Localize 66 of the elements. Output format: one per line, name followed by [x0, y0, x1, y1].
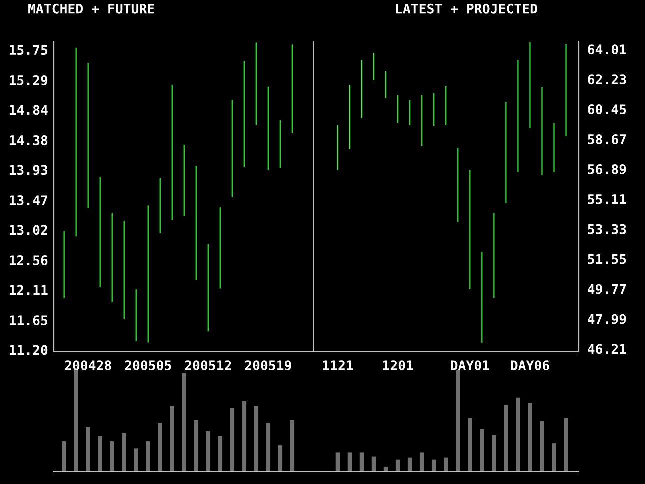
bar — [218, 436, 223, 472]
y-tick-label: 12.56 — [10, 256, 48, 266]
bar — [492, 435, 496, 472]
y-tick-label: 12.11 — [10, 285, 48, 296]
y-tick-label: 13.02 — [10, 225, 48, 236]
chart-title: LATEST + PROJECTED — [396, 4, 538, 14]
y2-tick-label: 47.99 — [588, 314, 626, 324]
x-tick-label: 200505 — [125, 360, 172, 371]
y2-tick-label: 55.11 — [588, 194, 626, 204]
bar — [468, 418, 472, 472]
y2-tick-label: 64.01 — [588, 44, 626, 55]
bar — [266, 423, 271, 472]
bar — [552, 444, 556, 472]
bar — [336, 452, 340, 472]
bar — [360, 452, 364, 472]
bar — [194, 420, 199, 472]
bar — [206, 431, 211, 472]
bar — [456, 370, 460, 472]
bar — [396, 460, 400, 472]
bar — [444, 458, 448, 472]
y2-tick-label: 46.21 — [588, 344, 626, 354]
bar — [182, 374, 187, 472]
y-tick-label: 15.75 — [10, 45, 48, 56]
y2-tick-label: 56.89 — [588, 164, 626, 174]
bar — [564, 418, 568, 472]
chart-title: MATCHED + FUTURE — [28, 4, 154, 14]
y-tick-label: 14.84 — [10, 105, 48, 116]
y2-tick-label: 60.45 — [588, 104, 626, 115]
y2-tick-label: 49.77 — [588, 284, 626, 294]
bar — [230, 408, 235, 472]
y-tick-label: 13.93 — [10, 165, 48, 176]
y2-tick-label: 53.33 — [588, 224, 626, 234]
bar — [516, 398, 520, 472]
bar — [254, 406, 259, 472]
bar — [86, 427, 90, 472]
bar — [62, 442, 66, 472]
bar — [146, 442, 151, 472]
y-tick-label: 15.29 — [10, 75, 48, 86]
x-tick-label: DAY01 — [451, 360, 490, 371]
bar — [278, 446, 283, 472]
bar — [158, 423, 163, 472]
bar — [504, 405, 508, 472]
y-tick-label: 11.20 — [10, 345, 48, 356]
y2-tick-label: 58.67 — [588, 134, 626, 144]
y-tick-label: 13.47 — [10, 196, 48, 206]
bar — [540, 421, 544, 472]
bar — [122, 433, 126, 472]
bar — [480, 429, 484, 472]
bar — [528, 402, 532, 472]
y-tick-label: 11.65 — [10, 316, 48, 326]
bar — [290, 420, 295, 472]
bar — [134, 448, 139, 472]
bar — [408, 458, 412, 472]
bar — [348, 452, 352, 472]
bar — [98, 436, 102, 472]
bar — [110, 442, 114, 472]
y2-tick-label: 62.23 — [588, 74, 626, 85]
y2-tick-label: 51.55 — [588, 254, 626, 264]
bar — [242, 400, 247, 472]
bar — [420, 452, 424, 472]
bar — [170, 406, 175, 472]
bar — [432, 460, 436, 472]
y-tick-label: 14.38 — [10, 135, 48, 146]
x-tick-label: DAY06 — [511, 360, 550, 371]
x-tick-label: 200428 — [65, 360, 112, 371]
bar — [74, 370, 78, 472]
